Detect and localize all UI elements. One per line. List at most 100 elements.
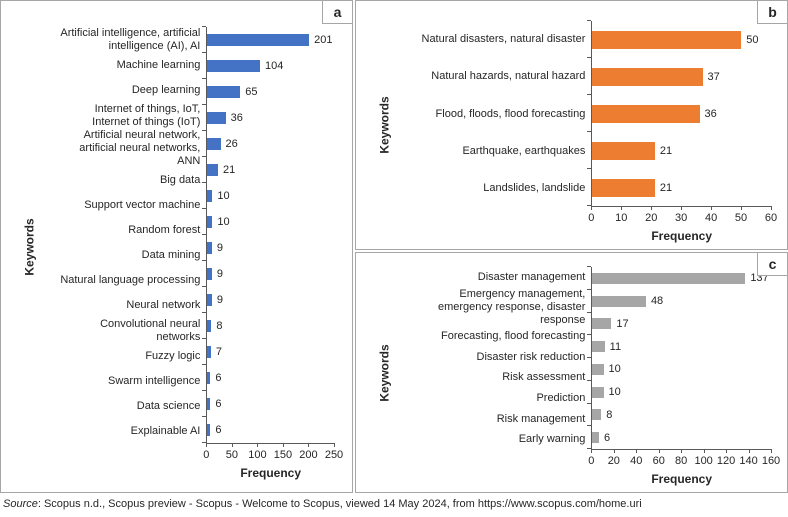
- category-axis: Artificial intelligence, artificial inte…: [58, 27, 206, 444]
- x-tick-label: 250: [324, 449, 344, 461]
- x-axis-tick: [681, 449, 683, 453]
- x-tick-label: 100: [248, 449, 267, 461]
- x-axis-tick: [748, 449, 750, 453]
- category-label: Disaster management: [477, 270, 586, 283]
- plot-area-wrap: Artificial intelligence, artificial inte…: [58, 1, 352, 492]
- bar: [207, 372, 211, 384]
- x-tick-label: 20: [645, 212, 658, 224]
- category-label: Support vector machine: [84, 198, 201, 211]
- bar: [592, 363, 604, 375]
- bar-row: 6: [207, 417, 334, 443]
- y-axis-tick: [202, 286, 207, 287]
- x-axis-tick: [771, 449, 772, 453]
- bar: [207, 320, 212, 332]
- value-label: 8: [606, 408, 613, 421]
- bar: [207, 242, 212, 254]
- bar-row: 137: [592, 267, 771, 290]
- bar: [207, 268, 212, 280]
- value-label: 11: [609, 340, 622, 353]
- y-axis-tick: [202, 208, 207, 209]
- category-label: Random forest: [128, 223, 201, 236]
- bar: [592, 432, 600, 444]
- value-label: 10: [217, 190, 230, 202]
- bar-row: 10: [207, 209, 334, 235]
- y-axis-tick: [587, 379, 592, 381]
- y-axis-tick: [587, 168, 592, 169]
- bar-row: 7: [207, 339, 334, 365]
- bar: [592, 141, 655, 160]
- x-tick-label: 30: [675, 212, 688, 224]
- x-tick-label: 60: [764, 212, 778, 224]
- bar-row: 65: [207, 79, 334, 105]
- bar-row: 37: [592, 58, 771, 95]
- panel-c: c Keywords Disaster management Emergency …: [355, 252, 788, 493]
- y-axis-tick: [587, 131, 592, 132]
- bar: [207, 346, 211, 358]
- bar-row: 21: [592, 132, 771, 169]
- category-label: Neural network: [126, 299, 201, 312]
- y-axis-tick: [587, 311, 592, 313]
- x-tick-label: 0: [588, 212, 595, 224]
- x-tick-label: 20: [607, 455, 620, 467]
- y-axis-tick: [587, 334, 592, 336]
- bar: [592, 272, 746, 284]
- category-label: Internet of things, IoT, Internet of thi…: [92, 103, 201, 128]
- bar-row: 10: [207, 183, 334, 209]
- category-label: Fuzzy logic: [145, 350, 201, 362]
- bar: [592, 386, 604, 398]
- category-label: Risk assessment: [502, 371, 586, 384]
- x-axis: 0 50 100 150 200 250: [203, 443, 343, 465]
- value-label: 7: [215, 346, 223, 358]
- x-tick-label: 0: [588, 455, 595, 467]
- bar: [207, 190, 213, 202]
- x-axis-title: Frequency: [651, 229, 713, 243]
- y-axis-tick: [202, 234, 207, 235]
- category-label: Earthquake, earthquakes: [462, 144, 586, 157]
- x-tick-label: 40: [704, 212, 718, 224]
- bar: [207, 216, 213, 228]
- panel-b: b Keywords Natural disasters, natural di…: [355, 0, 788, 250]
- y-axis-tick: [202, 78, 207, 79]
- y-axis-tick: [202, 338, 207, 339]
- value-label: 6: [215, 424, 222, 436]
- x-axis-tick: [206, 443, 208, 447]
- x-axis-tick: [621, 206, 623, 210]
- category-label: Artificial intelligence, artificial inte…: [60, 27, 201, 52]
- value-label: 9: [216, 242, 224, 254]
- bar: [592, 409, 602, 421]
- panel-letter: a: [333, 4, 342, 20]
- category-label: Natural language processing: [60, 274, 201, 286]
- x-axis-tick: [308, 443, 310, 447]
- category-label: Swarm intelligence: [108, 375, 201, 388]
- x-axis-tick: [726, 449, 728, 453]
- bar-row: 21: [207, 157, 334, 183]
- value-label: 10: [217, 216, 230, 228]
- y-axis-title: Keywords: [377, 343, 392, 402]
- bar-row: 9: [207, 287, 334, 313]
- bar-row: 26: [207, 131, 334, 157]
- bar: [592, 295, 646, 307]
- category-label: Big data: [159, 173, 201, 186]
- value-label: 65: [245, 86, 258, 98]
- category-label: Deep learning: [131, 84, 201, 96]
- plot-area-wrap: Natural disasters, natural disaster Natur…: [413, 1, 787, 249]
- x-tick-label: 150: [273, 449, 293, 461]
- x-tick-label: 200: [299, 449, 318, 461]
- value-label: 21: [659, 181, 673, 194]
- plot-area: 137 48 17 11 10 10 8 6 0 20 40 60 80 100 120 140 160 Fre…: [587, 266, 780, 486]
- x-axis-tick: [658, 449, 660, 453]
- category-label: Forecasting, flood forecasting: [441, 330, 586, 343]
- y-axis-tick: [202, 156, 207, 157]
- y-axis-tick: [587, 94, 592, 95]
- x-tick-label: 100: [694, 455, 713, 467]
- category-label: Emergency management, emergency response…: [438, 287, 586, 326]
- value-label: 10: [608, 386, 621, 399]
- bar: [592, 67, 703, 86]
- category-label: Flood, floods, flood forecasting: [435, 107, 586, 120]
- bar: [592, 30, 742, 49]
- bar-row: 36: [207, 105, 334, 131]
- bar-row: 21: [592, 169, 771, 206]
- value-label: 6: [215, 398, 222, 410]
- plot-area: 50 37 36 21 21 0 10 20 30 40 50 60 Frequency: [587, 20, 777, 243]
